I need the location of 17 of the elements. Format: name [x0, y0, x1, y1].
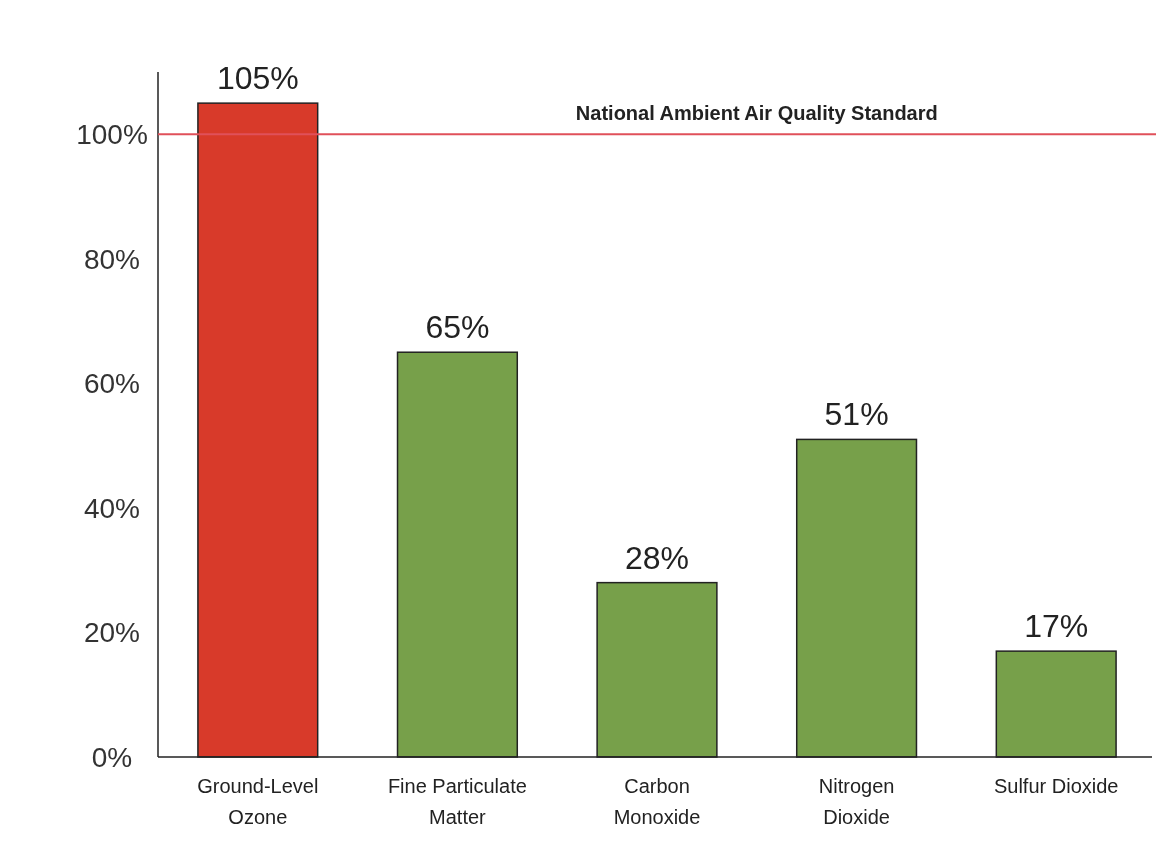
x-tick-label: Fine Particulate Matter: [387, 775, 527, 828]
y-tick-label: 60%: [83, 368, 141, 400]
ref-line-label: National Ambient Air Quality Standard: [575, 102, 938, 125]
y-tick-label: 0%: [91, 741, 133, 773]
data-label: 65%: [425, 309, 490, 346]
data-label: 51%: [824, 396, 889, 433]
y-tick-label: 20%: [83, 617, 141, 649]
y-tick-label: 80%: [83, 243, 141, 275]
y-tick-label: 40%: [83, 492, 141, 524]
data-label: 105%: [216, 60, 299, 97]
x-tick-label: Carbon Monoxide: [613, 775, 701, 828]
x-tick-label: Ground-Level Ozone: [197, 775, 319, 828]
y-tick-label: 100%: [76, 119, 148, 151]
data-label: 28%: [624, 539, 690, 576]
x-tick-label: Sulfur Dioxide: [993, 775, 1119, 797]
data-label: 17%: [1024, 608, 1089, 645]
x-tick-label: Nitrogen Dioxide: [818, 775, 895, 828]
